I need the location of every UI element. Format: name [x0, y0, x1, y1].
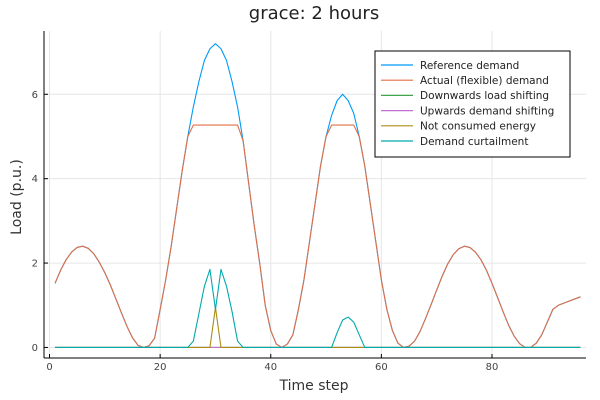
x-tick-label: 80: [486, 362, 499, 373]
axes-layer: 0 20 40 60 80 0 2 4 6: [32, 31, 586, 373]
series-line-not-consumed-energy: [55, 306, 581, 349]
legend: Reference demand Actual (flexible) demand…: [374, 50, 571, 158]
legend-label: Downwards load shifting: [420, 90, 549, 102]
legend-label: Upwards demand shifting: [420, 105, 554, 117]
legend-box: [374, 50, 571, 158]
x-tick-label: 0: [46, 362, 52, 373]
legend-label: Demand curtailment: [420, 136, 528, 148]
y-tick-label: 6: [32, 90, 38, 101]
series-line-actual-flexible-demand: [54, 124, 581, 349]
x-tick-label: 60: [375, 362, 388, 373]
x-tick-label: 40: [264, 362, 277, 373]
y-tick-label: 0: [32, 343, 38, 354]
y-tick-label: 2: [32, 259, 38, 270]
series-line-demand-curtailment: [55, 268, 581, 349]
legend-label: Reference demand: [420, 60, 519, 72]
series-layer: [54, 43, 581, 349]
x-axis-label: Time step: [279, 378, 349, 394]
x-tick-label: 20: [154, 362, 167, 373]
chart-title: grace: 2 hours: [249, 3, 379, 24]
legend-label: Not consumed energy: [420, 121, 536, 133]
legend-label: Actual (flexible) demand: [420, 75, 549, 87]
y-axis-label: Load (p.u.): [9, 159, 25, 235]
y-tick-label: 4: [32, 174, 38, 185]
